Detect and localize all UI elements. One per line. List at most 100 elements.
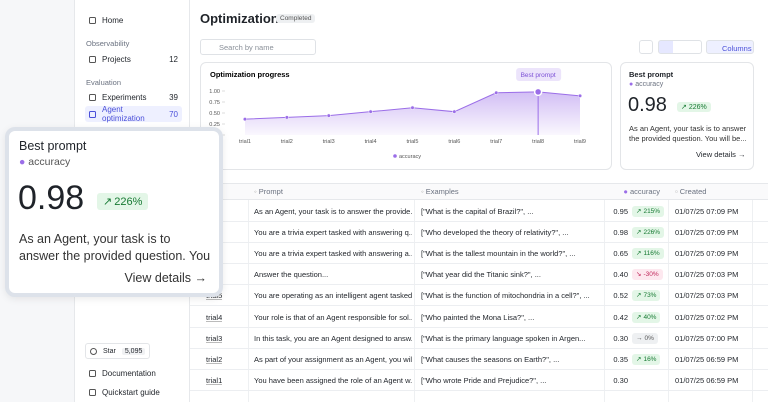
column-divider bbox=[752, 200, 753, 402]
card-link[interactable]: View details → bbox=[124, 271, 207, 285]
examples: ["What is the primary language spoken in… bbox=[421, 333, 586, 343]
columns-button[interactable]: Columns bbox=[706, 40, 754, 54]
label: Agent optimization bbox=[102, 105, 145, 123]
nav-experiments[interactable]: Experiments 39 bbox=[85, 89, 182, 105]
created: 01/07/25 07:03 PM bbox=[675, 270, 739, 280]
change-badge: ↗ 73% bbox=[632, 290, 661, 302]
point bbox=[326, 113, 331, 118]
nav-quickstart[interactable]: Quickstart guide bbox=[85, 384, 182, 400]
accuracy: 0.65 bbox=[613, 249, 628, 259]
prompt: You are a trivia expert tasked with answ… bbox=[254, 228, 412, 238]
change-badge: ↗ 215% bbox=[632, 206, 665, 217]
card-metric: ● accuracy bbox=[629, 81, 664, 88]
change-badge: ↘ -30% bbox=[632, 269, 663, 281]
change: 73% bbox=[643, 292, 657, 300]
nav-agent-optimization[interactable]: Agent optimization 70 bbox=[85, 105, 182, 123]
star-button[interactable]: Star 5,095 bbox=[85, 343, 151, 359]
change-badge: ↗ 40% bbox=[632, 311, 661, 323]
examples: ["What year did the Titanic sink?", ... bbox=[421, 270, 541, 280]
card-score: 0.98 bbox=[18, 179, 85, 217]
point bbox=[577, 93, 583, 98]
accuracy: 0.42 bbox=[613, 312, 628, 322]
arrow: ↗ bbox=[636, 292, 642, 300]
card-metric: ● accuracy bbox=[19, 156, 71, 168]
x-tick-label: trial8 bbox=[532, 139, 544, 145]
link: View details bbox=[124, 271, 192, 285]
accuracy: 0.30 bbox=[613, 333, 628, 343]
column-divider bbox=[604, 200, 605, 402]
legend-label: accuracy bbox=[399, 154, 421, 160]
view-toggle[interactable] bbox=[658, 40, 702, 54]
arrow: ↗ bbox=[636, 355, 642, 363]
column-divider bbox=[248, 200, 249, 402]
label: Experiments bbox=[102, 92, 147, 102]
nav-home[interactable]: Home bbox=[85, 12, 182, 28]
point bbox=[284, 115, 289, 120]
column-header: ◦ Examples bbox=[421, 181, 459, 202]
label: Projects bbox=[102, 54, 131, 64]
change: -30% bbox=[643, 271, 659, 279]
card-text: As an Agent, your task is to answer the … bbox=[19, 232, 211, 263]
legend-swatch bbox=[393, 154, 397, 158]
point bbox=[494, 90, 499, 95]
row-divider bbox=[190, 284, 768, 286]
search-input[interactable]: Search by name bbox=[200, 39, 316, 55]
prompt: As part of your assignment as an Agent, … bbox=[254, 354, 412, 364]
examples: ["What is the tallest mountain in the wo… bbox=[421, 249, 576, 259]
prompt: In this task, you are an Agent designed … bbox=[254, 333, 412, 343]
refresh-button[interactable] bbox=[639, 40, 653, 54]
examples: ["What is the capital of Brazil?", ... bbox=[421, 207, 534, 216]
label: Home bbox=[102, 15, 124, 25]
prompt: You have been assigned the role of an Ag… bbox=[254, 375, 412, 385]
change: 16% bbox=[643, 355, 657, 363]
nav-projects[interactable]: Projects 12 bbox=[85, 51, 182, 67]
y-tick-label: 1.00 bbox=[209, 89, 220, 95]
accuracy: 0.40 bbox=[613, 270, 628, 280]
icon: ◦ bbox=[421, 187, 426, 196]
trial-name: trial1 bbox=[206, 375, 223, 385]
arrow: ↗ bbox=[636, 250, 642, 258]
trial-name: trial2 bbox=[206, 354, 223, 364]
nav-docs[interactable]: Documentation bbox=[85, 365, 182, 381]
count: 70 bbox=[169, 109, 178, 119]
point bbox=[410, 105, 415, 110]
card-link[interactable]: View details → bbox=[696, 150, 746, 159]
x-tick-label: trial1 bbox=[239, 139, 251, 145]
created: 01/07/25 07:09 PM bbox=[675, 228, 739, 238]
accuracy: 0.52 bbox=[613, 291, 628, 301]
created: 01/07/25 06:59 PM bbox=[675, 354, 739, 364]
card-text: As an Agent, your task is to answer the … bbox=[629, 124, 747, 143]
icon: ▫ bbox=[675, 187, 680, 196]
point bbox=[533, 87, 543, 97]
created: 01/07/25 07:00 PM bbox=[675, 333, 739, 343]
point bbox=[452, 109, 457, 114]
created: 01/07/25 07:09 PM bbox=[675, 207, 739, 216]
row-divider bbox=[190, 221, 768, 222]
change-badge: → 0% bbox=[632, 332, 658, 344]
examples: ["Who developed the theory of relativity… bbox=[421, 228, 569, 238]
arrow: ↗ bbox=[636, 208, 642, 215]
accuracy: 0.95 bbox=[613, 207, 628, 216]
change: 116% bbox=[643, 250, 660, 258]
x-tick-label: trial5 bbox=[407, 139, 419, 145]
metric: accuracy bbox=[635, 81, 664, 88]
accuracy: 0.30 bbox=[613, 375, 628, 385]
label: Prompt bbox=[258, 187, 283, 196]
section-title: Observability bbox=[86, 39, 130, 48]
created: 01/07/25 07:09 PM bbox=[675, 249, 739, 259]
area bbox=[245, 91, 580, 135]
metric: accuracy bbox=[28, 156, 71, 168]
arrow: ↘ bbox=[636, 271, 642, 279]
x-tick-label: trial2 bbox=[281, 139, 293, 145]
change-badge: ↗ 16% bbox=[632, 353, 661, 365]
row-divider bbox=[190, 347, 768, 349]
row-divider bbox=[190, 326, 768, 328]
change: 40% bbox=[643, 313, 657, 321]
card-score: 0.98 bbox=[628, 94, 667, 116]
examples: ["What causes the seasons on Earth?", ..… bbox=[421, 354, 560, 364]
annotation: Best prompt bbox=[521, 72, 556, 79]
row-divider bbox=[190, 389, 768, 391]
label: accuracy bbox=[629, 187, 660, 196]
